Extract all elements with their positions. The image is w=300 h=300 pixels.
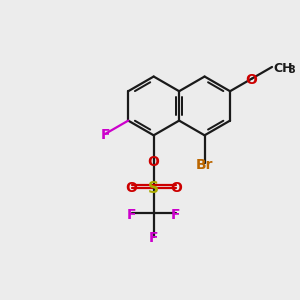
Text: Br: Br xyxy=(196,158,213,172)
Text: O: O xyxy=(170,181,182,195)
Text: O: O xyxy=(126,181,138,195)
Text: 3: 3 xyxy=(288,65,295,75)
Text: O: O xyxy=(148,155,160,169)
Text: S: S xyxy=(148,181,159,196)
Text: O: O xyxy=(246,73,258,87)
Text: F: F xyxy=(171,208,181,222)
Text: F: F xyxy=(149,231,158,245)
Text: F: F xyxy=(100,128,110,142)
Text: CH: CH xyxy=(274,62,293,75)
Text: F: F xyxy=(127,208,136,222)
